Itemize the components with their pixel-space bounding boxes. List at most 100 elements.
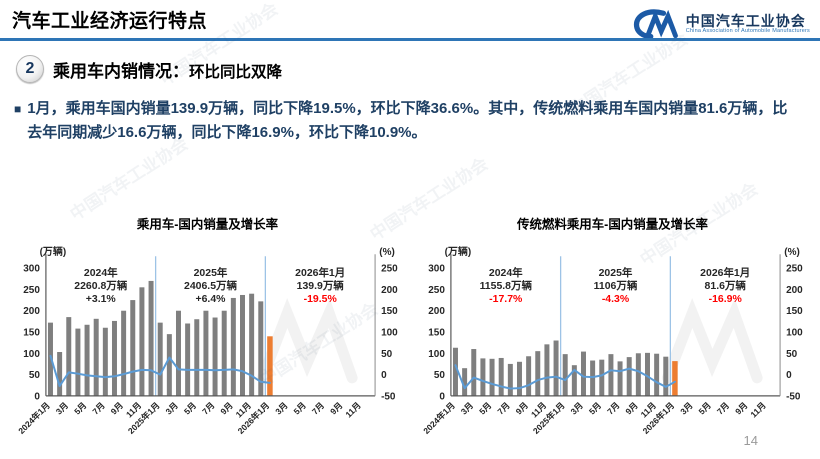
page-title: 汽车工业经济运行特点	[12, 11, 208, 32]
bar	[535, 351, 541, 396]
cm-watermark-icon	[256, 298, 358, 384]
annotation-total: 2406.5万辆	[184, 279, 237, 292]
bar	[635, 353, 641, 396]
right-axis-tick: 200	[786, 285, 803, 296]
annotation-growth: -17.7%	[489, 294, 523, 305]
bar	[212, 317, 218, 396]
bar	[626, 357, 632, 396]
bar	[471, 349, 477, 396]
bar	[452, 347, 458, 396]
left-axis-unit: (万辆)	[40, 245, 67, 258]
bar	[580, 351, 586, 396]
right-axis-tick: 150	[786, 306, 803, 317]
slide-header: 汽车工业经济运行特点 中国汽车工业协会 China Association of…	[0, 0, 820, 41]
right-axis-unit: (%)	[784, 247, 800, 258]
x-axis-tick: 5月	[477, 400, 493, 416]
x-axis-tick: 9月	[218, 400, 234, 416]
bar	[526, 356, 532, 396]
left-axis-tick: 300	[23, 264, 40, 275]
bar	[654, 353, 660, 396]
page-number: 14	[743, 433, 758, 448]
annotation-growth: +6.4%	[196, 294, 227, 305]
x-axis-tick: 5月	[697, 400, 713, 416]
bar	[84, 324, 90, 396]
left-axis-unit: (万辆)	[445, 245, 472, 258]
bar	[221, 310, 227, 396]
annotation-total: 1155.8万辆	[480, 279, 533, 292]
right-axis-tick: 50	[381, 349, 393, 360]
bar	[553, 340, 559, 396]
right-axis-tick: 0	[786, 370, 792, 381]
x-axis-tick: 3月	[678, 400, 694, 416]
right-axis-unit: (%)	[379, 247, 395, 258]
growth-rate-line	[49, 354, 271, 388]
left-axis-tick: 100	[428, 349, 445, 360]
chart-title: 传统燃料乘用车-国内销量及增长率	[516, 216, 708, 231]
bar	[663, 356, 669, 396]
chart-title: 乘用车-国内销量及增长率	[136, 216, 279, 231]
bar	[507, 363, 513, 396]
header-divider	[0, 38, 820, 41]
bar	[516, 361, 522, 396]
bar	[617, 361, 623, 396]
annotation-total: 139.9万辆	[297, 279, 345, 292]
annotation-year: 2025年	[194, 266, 228, 279]
bar	[130, 300, 136, 396]
section-title-main: 乘用车内销情况：	[53, 61, 189, 81]
x-axis-tick: 3月	[569, 400, 585, 416]
right-axis-tick: 150	[381, 306, 398, 317]
right-axis-tick: 0	[381, 370, 387, 381]
chart-passenger-vehicle-domestic-sales: 乘用车-国内销量及增长率 (万辆) (%) 300 250 200 150 100 50 0 250…	[8, 213, 407, 453]
bar	[139, 287, 145, 396]
left-axis-tick: 50	[29, 370, 41, 381]
x-axis-tick: 3月	[54, 400, 70, 416]
chart-canvas: 乘用车-国内销量及增长率 (万辆) (%) 300 250 200 150 100 50 0 250…	[16, 216, 398, 436]
bar	[185, 323, 191, 396]
annotation-total: 2260.8万辆	[74, 279, 127, 292]
cm-watermark-icon	[661, 298, 763, 384]
bar	[57, 352, 63, 396]
left-axis-tick: 250	[428, 285, 445, 296]
left-axis-tick: 150	[428, 327, 445, 338]
bar	[148, 280, 154, 396]
x-axis-tick: 3月	[459, 400, 475, 416]
x-axis-tick: 2024年1月	[421, 400, 457, 436]
annotation-year: 2026年1月	[295, 266, 345, 279]
bar	[608, 354, 614, 396]
right-axis-tick: 250	[786, 264, 803, 275]
bar	[562, 354, 568, 396]
bar	[599, 359, 605, 396]
x-axis-tick: 9月	[623, 400, 639, 416]
annotation-growth: -4.3%	[602, 294, 630, 305]
x-axis-tick: 5月	[587, 400, 603, 416]
annotation-year: 2025年	[599, 266, 633, 279]
chart-canvas: 传统燃料乘用车-国内销量及增长率 (万辆) (%) 300 250 200 150 100 50…	[421, 216, 803, 436]
bar	[258, 301, 264, 396]
right-axis-tick: 200	[381, 285, 398, 296]
bar	[194, 319, 200, 396]
growth-rate-line	[454, 364, 676, 390]
left-axis-tick: 250	[23, 285, 40, 296]
x-axis-tick: 9月	[514, 400, 530, 416]
bar	[480, 358, 486, 396]
section-title: 乘用车内销情况：环比同比双降	[53, 57, 282, 82]
annotation-growth: -16.9%	[709, 294, 743, 305]
bar	[462, 368, 468, 396]
bar	[121, 310, 127, 396]
x-axis-tick: 7月	[90, 400, 106, 416]
x-axis-tick: 11月	[343, 400, 362, 419]
x-axis-tick: 9月	[109, 400, 125, 416]
bar	[645, 352, 650, 396]
bar	[498, 357, 504, 396]
cm-logo-icon	[633, 9, 678, 40]
x-axis-tick: 9月	[328, 400, 344, 416]
bar	[93, 318, 99, 396]
bar	[166, 334, 172, 396]
bar	[203, 310, 209, 396]
bar	[544, 344, 550, 396]
right-axis-tick: 250	[381, 264, 398, 275]
annotation-year: 2024年	[489, 266, 523, 279]
right-axis-tick: -50	[786, 391, 801, 402]
annotation-growth: +3.1%	[86, 294, 117, 305]
logo-text: 中国汽车工业协会 China Association of Automobile…	[686, 14, 810, 35]
